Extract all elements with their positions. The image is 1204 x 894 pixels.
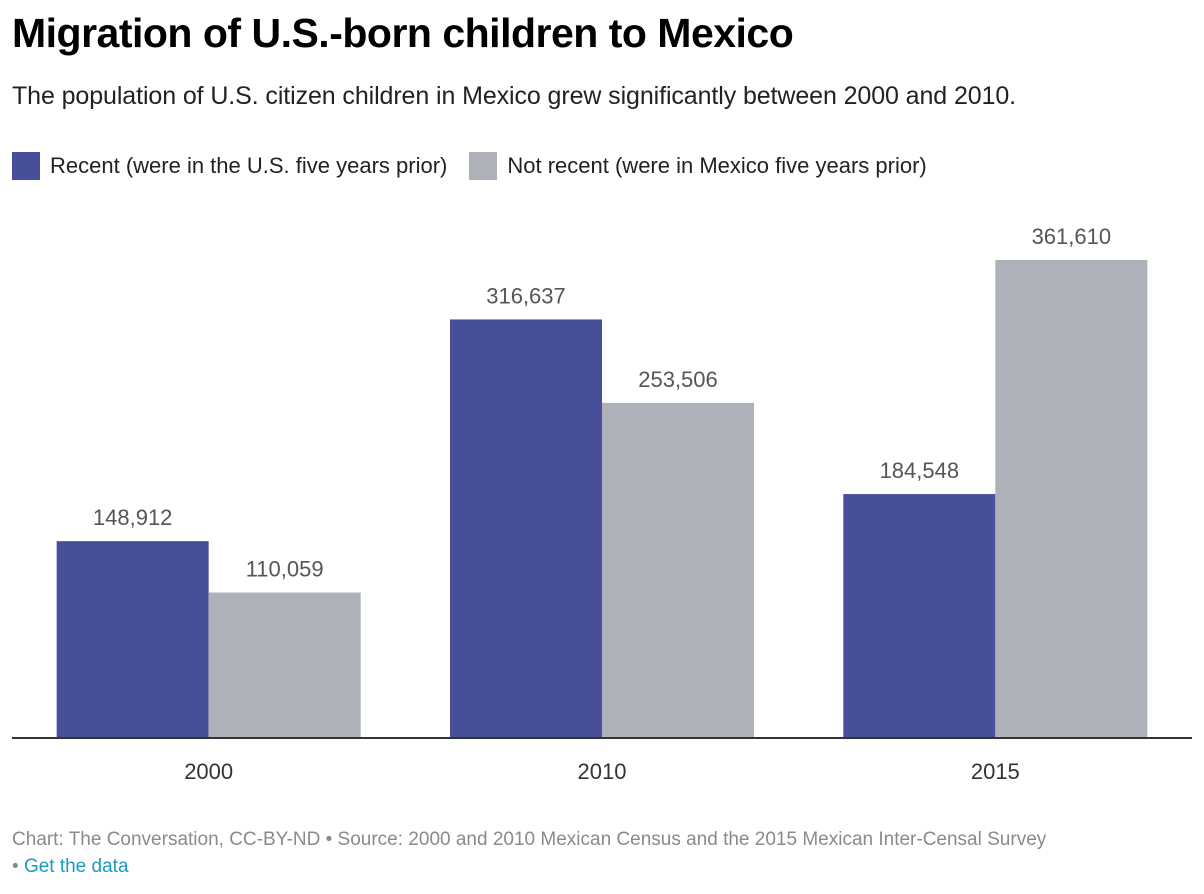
footer-credit: Chart: The Conversation, CC-BY-ND • Sour… (12, 829, 1047, 850)
x-tick-label-2015: 2015 (971, 759, 1020, 784)
bar-not-recent-2015 (995, 260, 1148, 738)
bar-not-recent-2000 (208, 592, 361, 738)
bar-recent-2015 (843, 494, 996, 738)
legend-label-not-recent: Not recent (were in Mexico five years pr… (507, 153, 927, 178)
x-tick-label-2010: 2010 (578, 759, 627, 784)
legend-item-not-recent: Not recent (were in Mexico five years pr… (469, 152, 927, 180)
data-label-recent-2015: 184,548 (880, 458, 960, 483)
bar-not-recent-2010 (602, 402, 754, 738)
get-the-data-link[interactable]: Get the data (23, 856, 129, 877)
data-label-not-recent-2000: 110,059 (246, 557, 324, 582)
legend-swatch-not-recent (469, 152, 498, 180)
data-label-not-recent-2015: 361,610 (1032, 224, 1112, 249)
bar-recent-2000 (56, 541, 209, 738)
legend-swatch-recent (12, 152, 40, 180)
legend: Recent (were in the U.S. five years prio… (12, 152, 949, 180)
chart-subtitle: The population of U.S. citizen children … (12, 82, 1016, 110)
footer-separator: • (12, 856, 19, 877)
data-label-not-recent-2010: 253,506 (638, 367, 718, 392)
legend-item-recent: Recent (were in the U.S. five years prio… (12, 152, 447, 180)
chart-footer: Chart: The Conversation, CC-BY-ND • Sour… (12, 826, 1202, 880)
chart-title: Migration of U.S.-born children to Mexic… (12, 10, 794, 56)
data-label-recent-2010: 316,637 (486, 283, 566, 308)
bar-recent-2010 (450, 319, 602, 738)
legend-label-recent: Recent (were in the U.S. five years prio… (50, 153, 448, 178)
data-label-recent-2000: 148,912 (93, 505, 173, 530)
x-tick-label-2000: 2000 (184, 759, 233, 784)
